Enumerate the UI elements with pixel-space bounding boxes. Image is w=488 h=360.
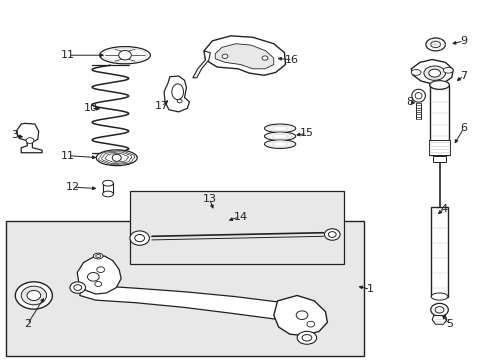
Ellipse shape: [262, 56, 267, 60]
Polygon shape: [215, 44, 273, 69]
Ellipse shape: [135, 234, 144, 242]
Text: 10: 10: [84, 103, 98, 113]
Text: 3: 3: [11, 130, 18, 140]
Ellipse shape: [296, 311, 307, 319]
Bar: [428, 140, 449, 155]
Polygon shape: [192, 51, 210, 78]
Text: 11: 11: [61, 50, 75, 60]
Text: 11: 11: [61, 150, 75, 161]
Bar: [5, 221, 363, 356]
Ellipse shape: [443, 67, 452, 73]
Ellipse shape: [177, 99, 182, 103]
Ellipse shape: [112, 154, 121, 161]
Ellipse shape: [430, 293, 447, 300]
Text: 7: 7: [459, 71, 467, 81]
Ellipse shape: [297, 331, 316, 344]
Ellipse shape: [302, 334, 311, 341]
Ellipse shape: [222, 54, 227, 58]
Ellipse shape: [21, 286, 46, 305]
Ellipse shape: [96, 150, 137, 166]
Ellipse shape: [430, 41, 440, 48]
Ellipse shape: [264, 132, 295, 140]
Polygon shape: [16, 123, 42, 153]
Polygon shape: [410, 59, 452, 84]
Bar: [130, 191, 344, 264]
Polygon shape: [163, 76, 189, 112]
Ellipse shape: [410, 69, 420, 75]
Bar: [102, 183, 113, 194]
Ellipse shape: [324, 229, 339, 240]
Text: 2: 2: [24, 319, 31, 329]
Text: 17: 17: [154, 102, 168, 112]
Ellipse shape: [119, 50, 131, 60]
Ellipse shape: [96, 255, 101, 257]
Text: 6: 6: [460, 123, 467, 133]
Ellipse shape: [425, 38, 445, 51]
Text: 15: 15: [299, 129, 313, 138]
Text: 16: 16: [285, 55, 299, 65]
Ellipse shape: [102, 191, 113, 197]
Ellipse shape: [95, 282, 102, 287]
Ellipse shape: [434, 307, 443, 313]
Ellipse shape: [264, 124, 295, 133]
Text: 5: 5: [445, 319, 452, 329]
Ellipse shape: [411, 89, 425, 102]
Text: 9: 9: [459, 36, 467, 46]
Polygon shape: [203, 36, 285, 75]
Ellipse shape: [414, 93, 421, 99]
Ellipse shape: [15, 282, 52, 309]
Ellipse shape: [171, 84, 183, 100]
Ellipse shape: [102, 180, 113, 186]
Bar: [429, 85, 448, 155]
Ellipse shape: [93, 253, 103, 259]
Ellipse shape: [306, 321, 314, 327]
Ellipse shape: [27, 291, 41, 301]
Ellipse shape: [97, 267, 104, 273]
Ellipse shape: [429, 81, 448, 89]
Bar: [430, 207, 447, 297]
Ellipse shape: [430, 303, 447, 316]
Ellipse shape: [74, 285, 81, 291]
Ellipse shape: [70, 282, 85, 293]
Text: 8: 8: [406, 97, 413, 107]
Ellipse shape: [26, 138, 34, 143]
Ellipse shape: [423, 66, 445, 80]
Ellipse shape: [100, 46, 150, 64]
Text: 12: 12: [66, 182, 80, 192]
Polygon shape: [80, 286, 326, 325]
Ellipse shape: [328, 231, 335, 237]
Ellipse shape: [428, 69, 440, 77]
Ellipse shape: [429, 81, 448, 89]
Ellipse shape: [130, 231, 149, 245]
Polygon shape: [273, 296, 327, 336]
Text: 4: 4: [440, 204, 447, 214]
Polygon shape: [77, 256, 121, 294]
Ellipse shape: [264, 140, 295, 148]
Text: 13: 13: [202, 194, 216, 204]
Polygon shape: [431, 316, 446, 324]
Text: 14: 14: [233, 212, 247, 221]
Text: 1: 1: [366, 284, 373, 294]
Bar: [432, 156, 446, 162]
Ellipse shape: [87, 273, 99, 281]
